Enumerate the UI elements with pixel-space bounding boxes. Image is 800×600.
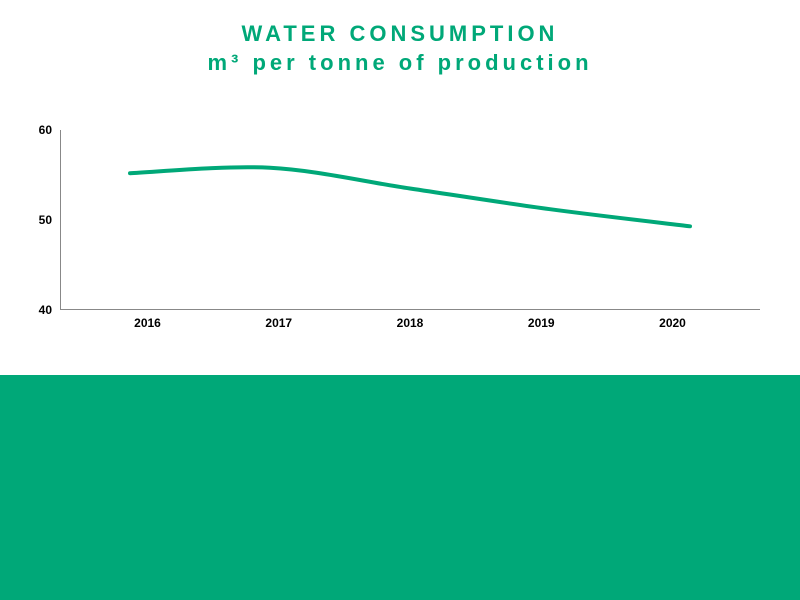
x-tick-label: 2017 [265, 316, 292, 330]
y-tick-label: 60 [39, 123, 52, 137]
chart-title-line1: WATER CONSUMPTION [0, 20, 800, 49]
bottom-color-band [0, 375, 800, 600]
x-tick-label: 2020 [659, 316, 686, 330]
x-tick-label: 2018 [397, 316, 424, 330]
y-tick-label: 40 [39, 303, 52, 317]
x-tick-label: 2019 [528, 316, 555, 330]
chart-plot-area: 60 50 40 2016 2017 2018 2019 2020 [60, 130, 760, 310]
series-water-consumption [130, 167, 690, 226]
chart-title-line2: m³ per tonne of production [0, 49, 800, 78]
y-tick-label: 50 [39, 213, 52, 227]
chart-title: WATER CONSUMPTION m³ per tonne of produc… [0, 0, 800, 77]
chart-svg [60, 130, 760, 310]
x-tick-label: 2016 [134, 316, 161, 330]
